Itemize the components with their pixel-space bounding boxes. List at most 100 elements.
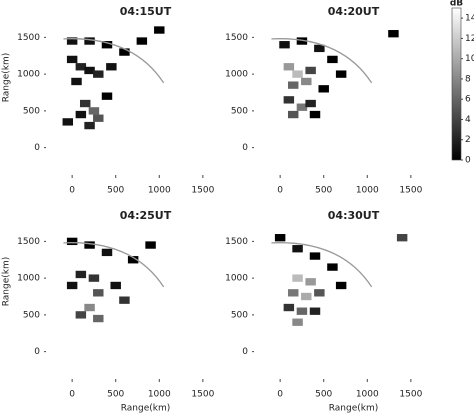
range-cell bbox=[119, 296, 130, 304]
horizon-arc bbox=[63, 242, 165, 288]
range-cell bbox=[88, 274, 100, 282]
range-cell bbox=[314, 44, 325, 53]
y-tick-label: 0 bbox=[34, 347, 40, 357]
range-cell bbox=[84, 303, 95, 312]
x-tick-label: 500 bbox=[107, 186, 124, 196]
range-cell bbox=[283, 96, 295, 104]
colorbar-tick-label: 14 bbox=[465, 14, 474, 24]
y-tick-label: 1000 bbox=[225, 70, 248, 80]
range-cell bbox=[154, 26, 165, 34]
range-cell bbox=[309, 252, 321, 260]
range-cell bbox=[292, 70, 303, 78]
range-cell bbox=[305, 66, 316, 75]
x-tick-label: 500 bbox=[315, 390, 332, 400]
range-cell bbox=[93, 314, 104, 323]
range-cell bbox=[127, 256, 139, 264]
panel-title: 04:15UT bbox=[120, 5, 172, 18]
x-tick-label: 1500 bbox=[191, 186, 214, 196]
range-cell bbox=[283, 303, 295, 312]
x-tick-label: 1000 bbox=[356, 186, 379, 196]
y-axis-label: Range(km) bbox=[2, 53, 12, 103]
y-tick-label: 1000 bbox=[225, 274, 248, 284]
y-tick-label: 0 bbox=[242, 143, 248, 153]
range-cell bbox=[75, 270, 87, 279]
x-tick-label: 500 bbox=[315, 186, 332, 196]
range-cell bbox=[101, 92, 113, 100]
range-cell bbox=[292, 318, 303, 326]
y-tick-label: 1000 bbox=[17, 70, 40, 80]
range-cell bbox=[283, 63, 295, 71]
range-cell bbox=[136, 37, 148, 45]
x-tick-label: 1500 bbox=[399, 390, 422, 400]
x-tick-label: 500 bbox=[107, 390, 124, 400]
range-cell bbox=[93, 114, 104, 122]
x-tick-label: 0 bbox=[277, 390, 283, 400]
range-cell bbox=[296, 37, 308, 45]
range-cell bbox=[279, 41, 290, 49]
y-tick-label: 500 bbox=[231, 106, 248, 116]
x-tick-label: 1000 bbox=[356, 390, 379, 400]
range-cell bbox=[314, 289, 325, 297]
range-cell bbox=[301, 77, 312, 86]
panel-title: 04:30UT bbox=[328, 209, 380, 222]
x-tick-label: 1000 bbox=[148, 186, 171, 196]
horizon-arc bbox=[271, 38, 373, 84]
horizon-arc bbox=[63, 38, 165, 84]
range-cell bbox=[106, 63, 117, 71]
x-tick-label: 1500 bbox=[399, 186, 422, 196]
x-axis-label: Range(km) bbox=[121, 404, 171, 414]
range-cell bbox=[66, 281, 78, 290]
range-cell bbox=[93, 289, 104, 297]
y-tick-label: 0 bbox=[242, 347, 248, 357]
y-tick-label: 1500 bbox=[17, 237, 40, 247]
range-cell bbox=[84, 241, 95, 249]
x-tick-label: 1000 bbox=[148, 390, 171, 400]
y-tick-label: 500 bbox=[23, 106, 40, 116]
range-cell bbox=[287, 81, 299, 89]
range-cell bbox=[84, 37, 95, 45]
y-tick-label: 500 bbox=[231, 310, 248, 320]
colorbar-tick-label: 6 bbox=[465, 95, 471, 105]
range-cell bbox=[287, 289, 299, 297]
range-cell bbox=[75, 311, 87, 319]
range-cell bbox=[388, 30, 399, 38]
colorbar-tick-label: 4 bbox=[465, 115, 471, 125]
range-cell bbox=[88, 107, 100, 115]
colorbar-tick-label: 2 bbox=[465, 135, 471, 145]
range-cell bbox=[101, 41, 113, 49]
colorbar-tick-label: 8 bbox=[465, 74, 471, 84]
range-cell bbox=[62, 118, 74, 126]
range-cell bbox=[110, 281, 121, 290]
panel-title: 04:20UT bbox=[328, 5, 380, 18]
panel-title: 04:25UT bbox=[120, 209, 172, 222]
y-tick-label: 0 bbox=[34, 143, 40, 153]
range-cell bbox=[93, 70, 104, 78]
x-tick-label: 0 bbox=[69, 186, 75, 196]
range-cell bbox=[66, 37, 78, 45]
range-cell bbox=[335, 70, 347, 78]
range-cell bbox=[296, 103, 308, 111]
range-cell bbox=[145, 241, 156, 249]
x-axis-label: Range(km) bbox=[329, 404, 379, 414]
y-tick-label: 1000 bbox=[17, 274, 40, 284]
colorbar bbox=[451, 7, 462, 161]
range-cell bbox=[327, 55, 338, 64]
range-cell bbox=[301, 292, 312, 301]
range-cell bbox=[327, 263, 338, 271]
range-cell bbox=[71, 77, 82, 86]
range-cell bbox=[79, 99, 91, 108]
y-tick-label: 1500 bbox=[225, 33, 248, 43]
range-cell bbox=[305, 99, 316, 108]
range-cell bbox=[292, 274, 303, 282]
colorbar-label: dB bbox=[450, 0, 463, 9]
horizon-arc bbox=[271, 242, 373, 288]
y-tick-label: 1500 bbox=[17, 33, 40, 43]
range-cell bbox=[309, 110, 321, 119]
range-cell bbox=[309, 307, 321, 315]
range-cell bbox=[296, 307, 308, 315]
y-tick-label: 500 bbox=[23, 310, 40, 320]
range-cell bbox=[396, 234, 408, 242]
x-tick-label: 0 bbox=[69, 390, 75, 400]
range-cell bbox=[274, 234, 286, 242]
